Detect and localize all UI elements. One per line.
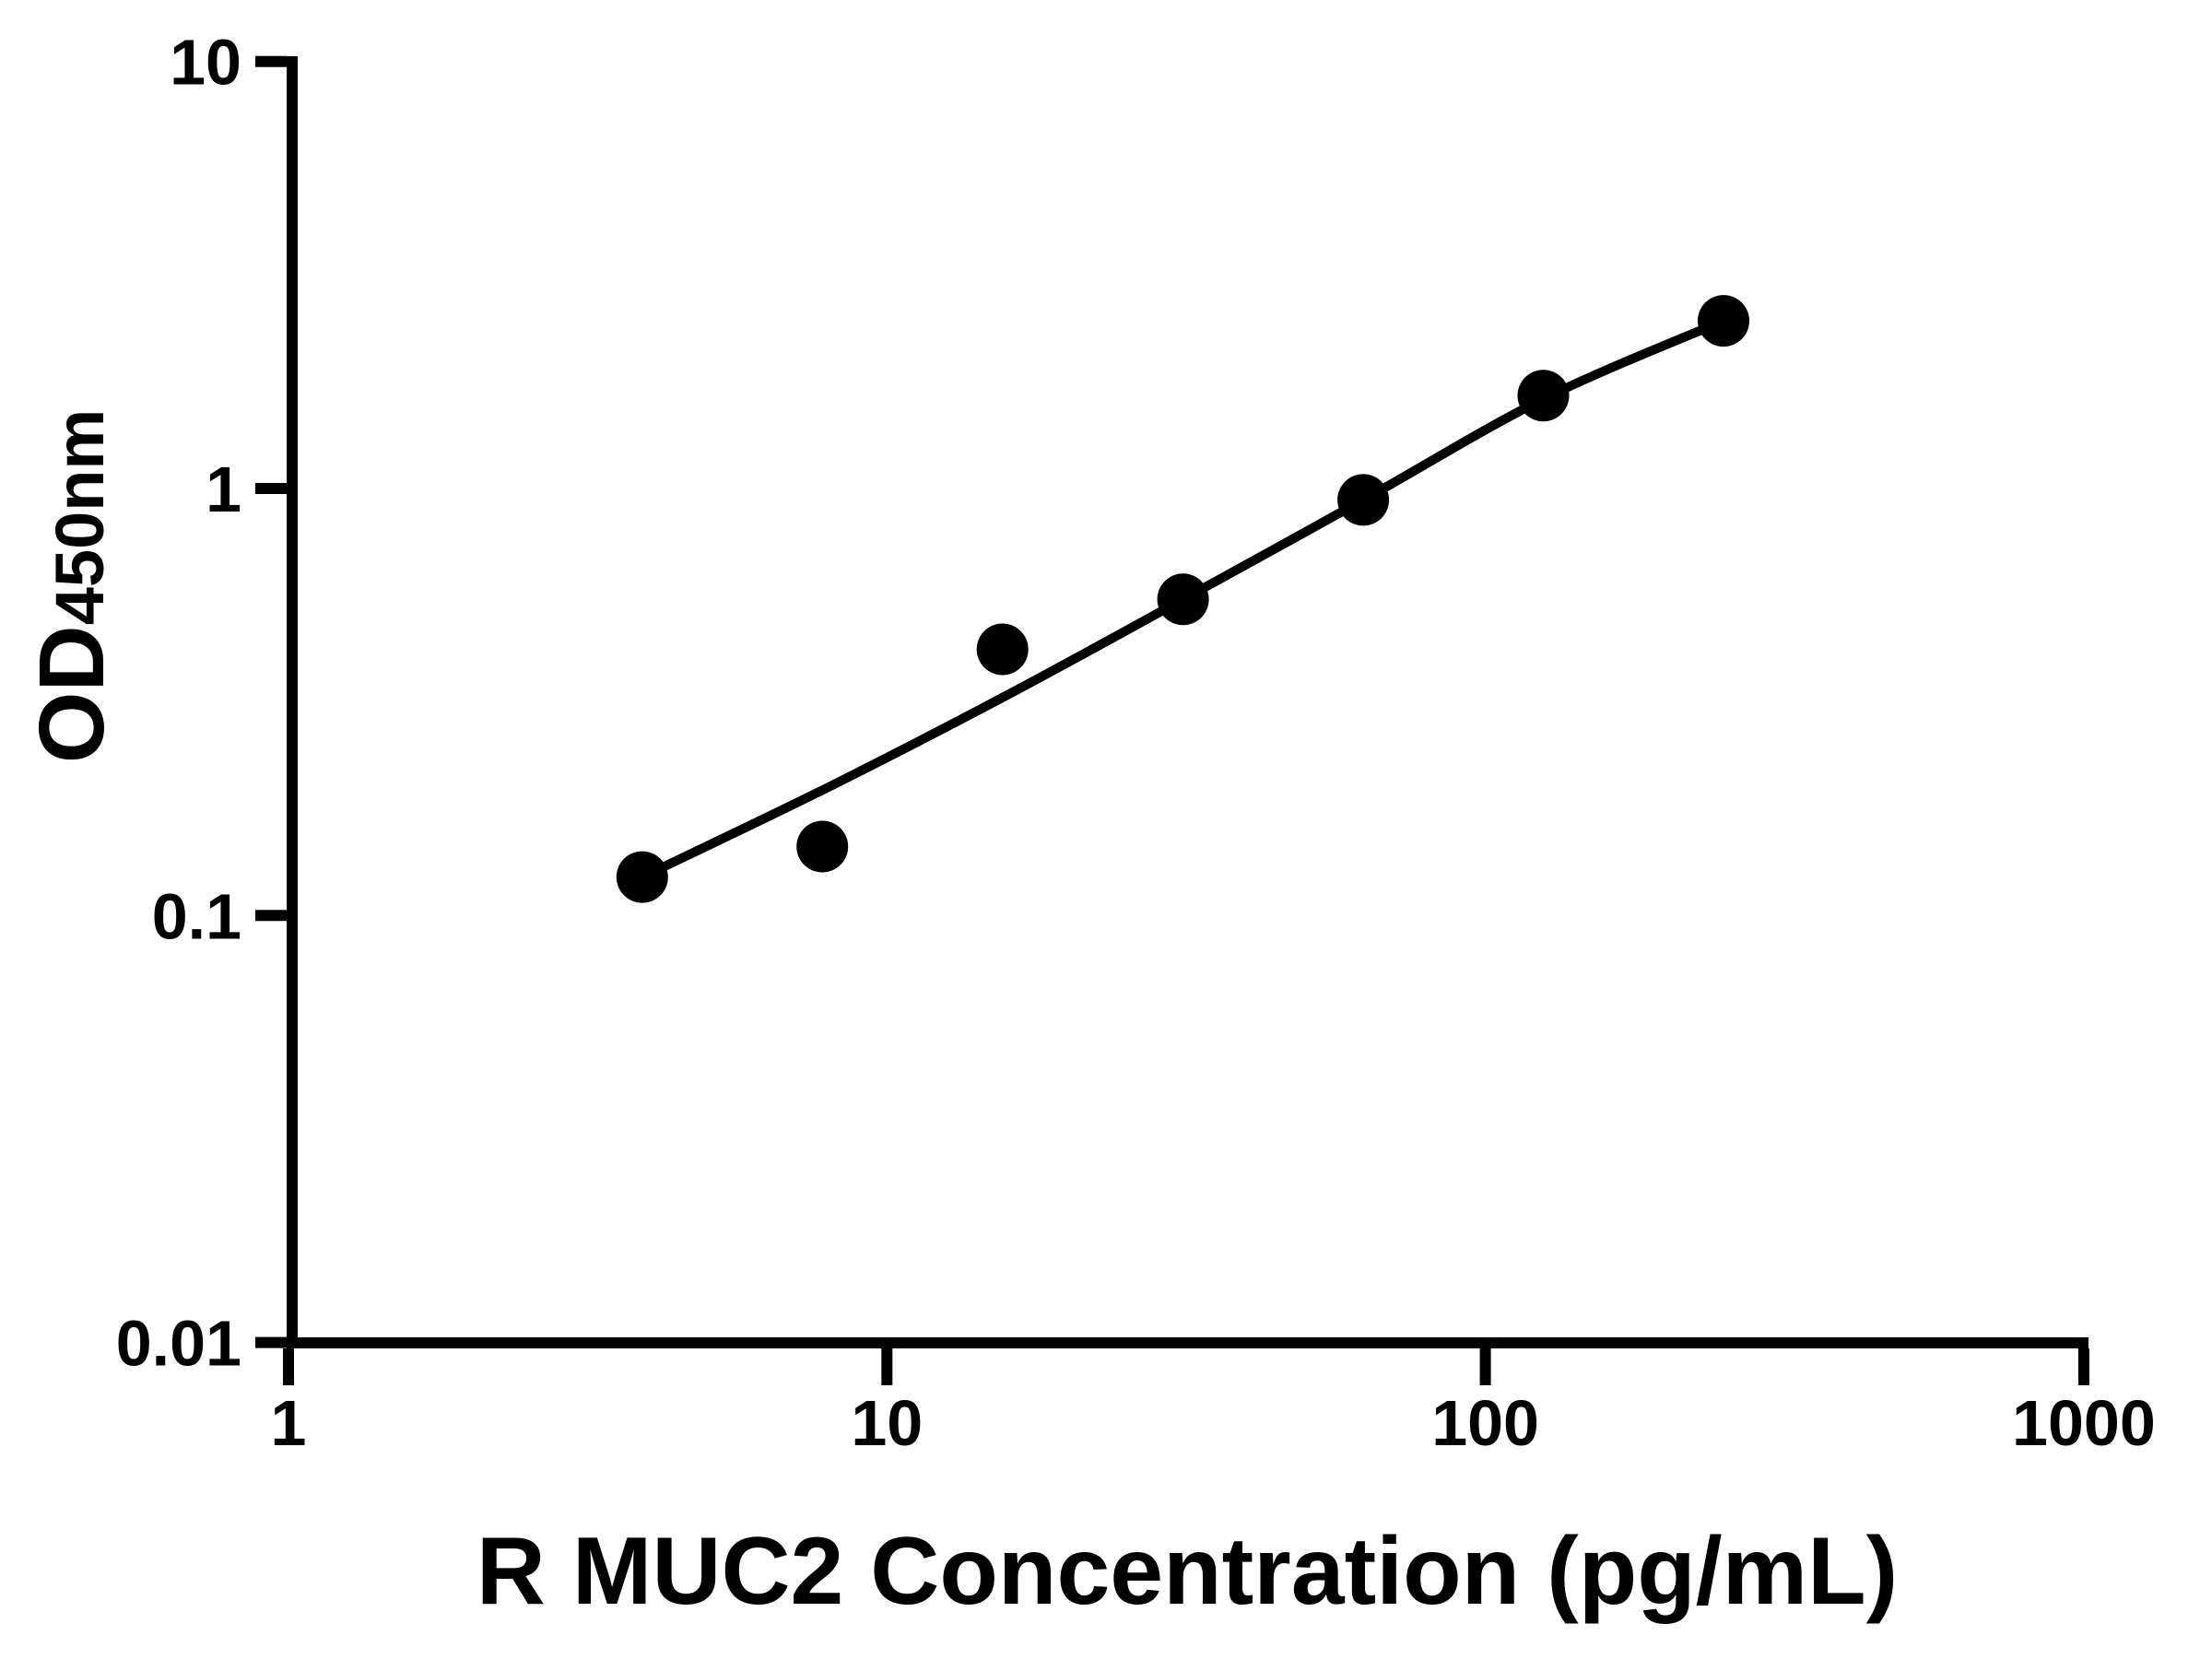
x-tick-label: 1000 <box>2012 1387 2156 1459</box>
x-tick-label: 10 <box>851 1387 923 1459</box>
y-tick-label: 0.01 <box>116 1308 241 1380</box>
data-point <box>1698 295 1749 347</box>
y-axis-title: OD450nm <box>20 409 124 763</box>
x-tick-label: 1 <box>271 1387 307 1459</box>
data-point <box>616 851 668 903</box>
data-point <box>1157 573 1209 626</box>
data-point <box>796 820 849 873</box>
y-axis-title-main: OD <box>20 625 124 763</box>
data-points-group <box>616 295 1749 903</box>
data-point <box>1337 474 1390 526</box>
data-point <box>976 623 1029 676</box>
y-tick-label: 1 <box>206 453 241 525</box>
y-tick-label: 0.1 <box>152 880 241 952</box>
x-axis-title: R MUC2 Concentration (pg/mL) <box>477 1518 1899 1625</box>
x-tick-label: 100 <box>1431 1387 1539 1459</box>
y-axis-title-sub: 450nm <box>41 409 118 625</box>
axis-ticks <box>255 55 2089 1385</box>
data-point <box>1517 370 1570 422</box>
axis-tick-labels: 10 1 0.1 0.01 1 10 100 1000 <box>116 27 2156 1459</box>
y-tick-label: 10 <box>170 27 241 99</box>
